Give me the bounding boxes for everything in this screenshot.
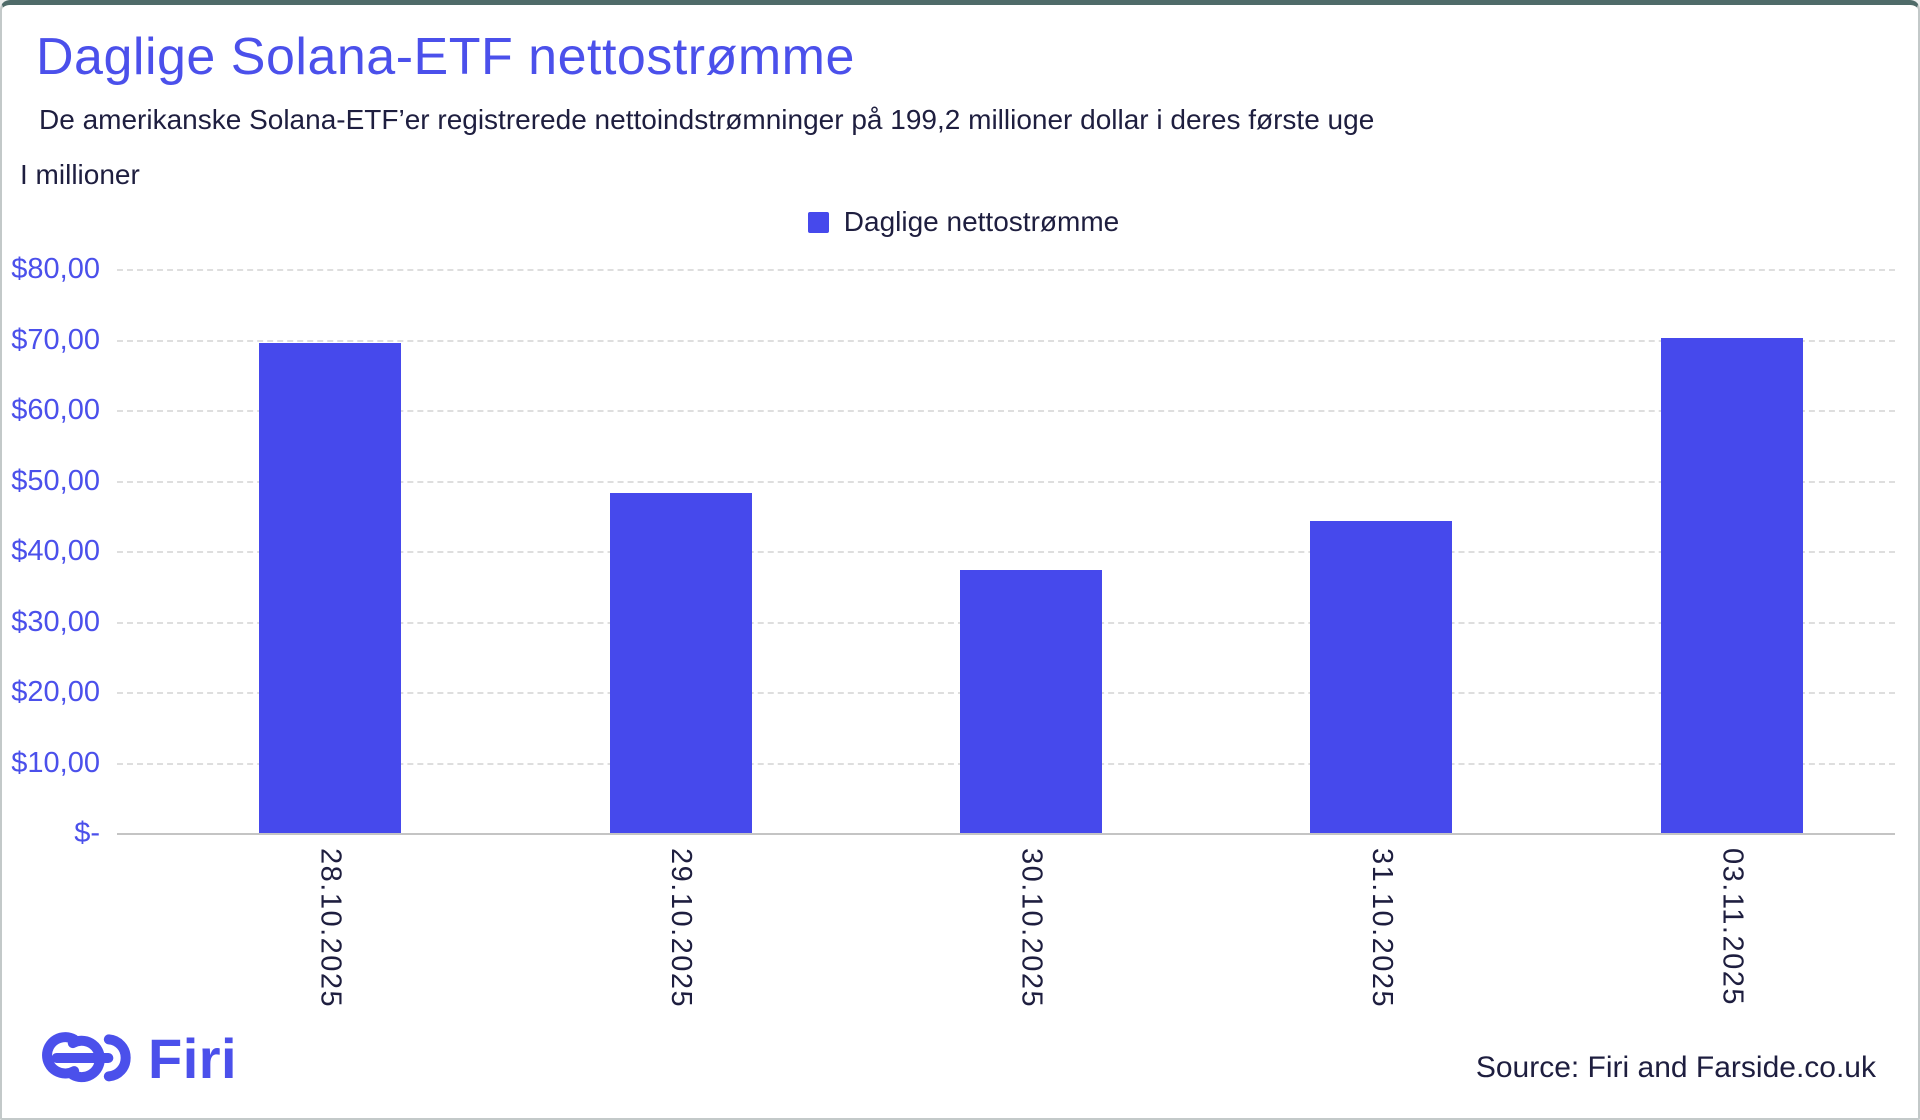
bar-slot bbox=[1206, 269, 1556, 833]
legend: Daglige nettostrømme bbox=[117, 206, 1895, 238]
chart-subtitle: De amerikanske Solana-ETF’er registrered… bbox=[39, 104, 1375, 135]
y-tick-label: $- bbox=[74, 817, 100, 849]
bar-slot bbox=[505, 269, 855, 833]
bars bbox=[155, 269, 1907, 833]
x-tick-slot: 03.11.2025 bbox=[1557, 848, 1907, 1008]
x-tick-label: 30.10.2025 bbox=[1015, 848, 1048, 1009]
bar-slot bbox=[1557, 269, 1907, 833]
x-axis-line bbox=[117, 833, 1895, 835]
gridline bbox=[117, 480, 1895, 483]
x-axis-labels: 28.10.2025 29.10.2025 30.10.2025 31.10.2025… bbox=[155, 848, 1907, 1008]
chart-title: Daglige Solana-ETF nettostrømme bbox=[36, 28, 855, 86]
bar-28.10.2025 bbox=[259, 343, 402, 833]
legend-swatch-icon bbox=[807, 211, 829, 233]
gridline bbox=[117, 410, 1895, 412]
y-tick-label: $20,00 bbox=[11, 676, 100, 708]
x-tick-slot: 28.10.2025 bbox=[155, 848, 505, 1008]
legend-label: Daglige nettostrømme bbox=[843, 206, 1120, 237]
firi-logo-wordmark: Firi bbox=[148, 1026, 238, 1090]
y-tick-label: $30,00 bbox=[11, 605, 100, 638]
x-tick-label: 28.10.2025 bbox=[314, 848, 347, 1009]
gridline bbox=[117, 339, 1895, 342]
bar-31.10.2025 bbox=[1310, 521, 1453, 833]
gridline bbox=[117, 551, 1895, 553]
bar-slot bbox=[155, 269, 505, 833]
y-tick-label: $50,00 bbox=[11, 464, 100, 497]
x-tick-label: 31.10.2025 bbox=[1365, 848, 1398, 1009]
bar-29.10.2025 bbox=[609, 493, 752, 833]
bar-03.11.2025 bbox=[1660, 338, 1803, 833]
x-tick-label: 29.10.2025 bbox=[665, 848, 698, 1009]
y-axis-unit-label: I millioner bbox=[20, 159, 140, 190]
source-credit: Source: Firi and Farside.co.uk bbox=[1475, 1051, 1876, 1084]
y-tick-label: $80,00 bbox=[11, 253, 100, 285]
bar-30.10.2025 bbox=[960, 570, 1103, 833]
firi-logo-icon bbox=[42, 1032, 131, 1083]
x-tick-slot: 30.10.2025 bbox=[856, 848, 1206, 1008]
y-tick-label: $70,00 bbox=[11, 323, 100, 356]
y-tick-label: $60,00 bbox=[11, 394, 100, 426]
y-tick-label: $10,00 bbox=[11, 746, 100, 779]
x-tick-slot: 29.10.2025 bbox=[505, 848, 855, 1008]
x-tick-slot: 31.10.2025 bbox=[1206, 848, 1556, 1008]
x-tick-label: 03.11.2025 bbox=[1716, 848, 1749, 1006]
gridline bbox=[117, 269, 1895, 271]
bar-slot bbox=[856, 269, 1206, 833]
firi-logo: Firi bbox=[32, 1023, 237, 1093]
y-tick-label: $40,00 bbox=[11, 535, 100, 567]
